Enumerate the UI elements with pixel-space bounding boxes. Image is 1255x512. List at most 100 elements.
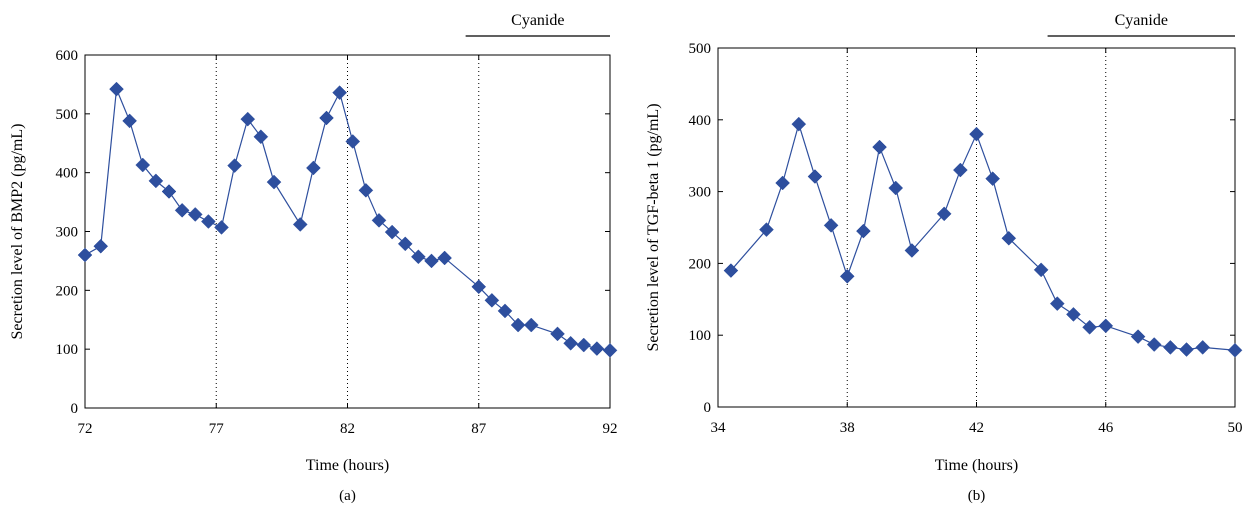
x-tick-label: 72 [78,421,93,437]
data-point [292,217,308,232]
y-tick-label: 500 [56,107,79,123]
chart-panel-b: 0 100 200 300 400 500 34 38 42 46 50 Time (hours) Se… [645,12,1243,504]
x-axis-title: Time (hours) [306,457,389,474]
data-point [371,212,387,228]
data-point [240,111,256,127]
data-point [969,126,984,142]
data-point [397,236,413,252]
data-point [510,317,526,333]
x-axis-title: Time (hours) [935,457,1018,474]
y-tick-label: 400 [689,113,712,129]
data-point [358,182,374,198]
data-point [214,220,229,235]
data-point [411,249,426,265]
data-point [319,110,334,126]
data-point [723,263,739,278]
data-point [791,116,807,132]
data-point [856,223,871,239]
x-tick-label: 77 [209,421,225,437]
x-tick-label: 38 [840,420,855,436]
x-tick-label: 34 [711,420,727,436]
data-point [437,250,452,266]
data-point [497,303,513,319]
data-point [550,326,565,342]
data-point [1098,318,1114,334]
data-point [952,162,968,178]
data-point [1130,329,1146,344]
y-tick-label: 400 [56,166,79,182]
data-point [384,224,400,240]
data-point [109,81,124,97]
y-tick-label: 100 [56,342,79,358]
data-point [174,202,190,218]
data-point [839,268,855,284]
data-point [1082,319,1097,335]
data-point [345,134,361,149]
y-tick-label: 300 [689,185,712,201]
data-point [201,214,216,229]
data-point [161,184,177,199]
y-tick-label: 0 [704,400,712,416]
data-point [227,158,242,173]
annotation-label: Cyanide [1115,12,1168,29]
data-point [187,207,203,222]
data-point [872,139,887,155]
panel-label: (b) [968,488,986,504]
series-line [730,121,1236,351]
x-tick-label: 50 [1228,420,1243,436]
y-tick-label: 600 [56,48,79,64]
data-point [1033,262,1049,278]
data-point [77,247,93,263]
data-point [93,238,109,254]
data-point [122,113,137,129]
data-point [1163,340,1178,355]
y-tick-label: 200 [689,256,712,272]
x-tick-label: 87 [471,421,487,437]
data-point [589,341,605,356]
data-point [1049,296,1065,311]
data-point [148,173,164,189]
data-point [823,217,839,233]
y-tick-label: 500 [689,41,712,57]
y-axis-title: Secretion level of TGF-beta 1 (pg/mL) [645,103,662,351]
data-point [576,337,592,353]
x-tick-label: 92 [603,421,618,437]
y-tick-label: 200 [56,283,79,299]
x-tick-label: 82 [340,421,355,437]
data-point [1146,337,1162,352]
data-point [775,175,790,191]
data-point [563,335,578,351]
plot-frame [717,47,1236,408]
data-point [936,206,952,222]
data-point [985,171,1001,187]
panel-label: (a) [339,488,356,504]
data-point [1195,340,1211,355]
data-point [1179,342,1194,357]
data-point [888,180,904,196]
y-tick-label: 0 [71,401,79,417]
data-point [1001,230,1017,246]
data-point [266,174,282,190]
data-point [759,222,774,238]
data-point [1066,307,1081,322]
data-point [332,85,347,101]
chart-panel-a: 0 100 200 300 400 500 600 72 77 82 87 92 Time (hours… [9,12,618,504]
x-tick-label: 42 [969,420,984,436]
data-point [1227,342,1243,358]
data-point [602,342,618,358]
data-point [424,253,439,269]
x-tick-label: 46 [1098,420,1114,436]
data-point [904,243,920,258]
y-tick-label: 300 [56,225,79,241]
y-tick-label: 100 [689,328,712,344]
data-point [807,169,823,184]
data-point [253,129,269,145]
data-point [306,160,321,176]
y-axis-title: Secretion level of BMP2 (pg/mL) [9,124,26,340]
data-point [523,317,539,333]
data-point [471,279,487,295]
data-point [484,292,500,308]
annotation-label: Cyanide [511,12,564,29]
data-point [135,157,151,173]
